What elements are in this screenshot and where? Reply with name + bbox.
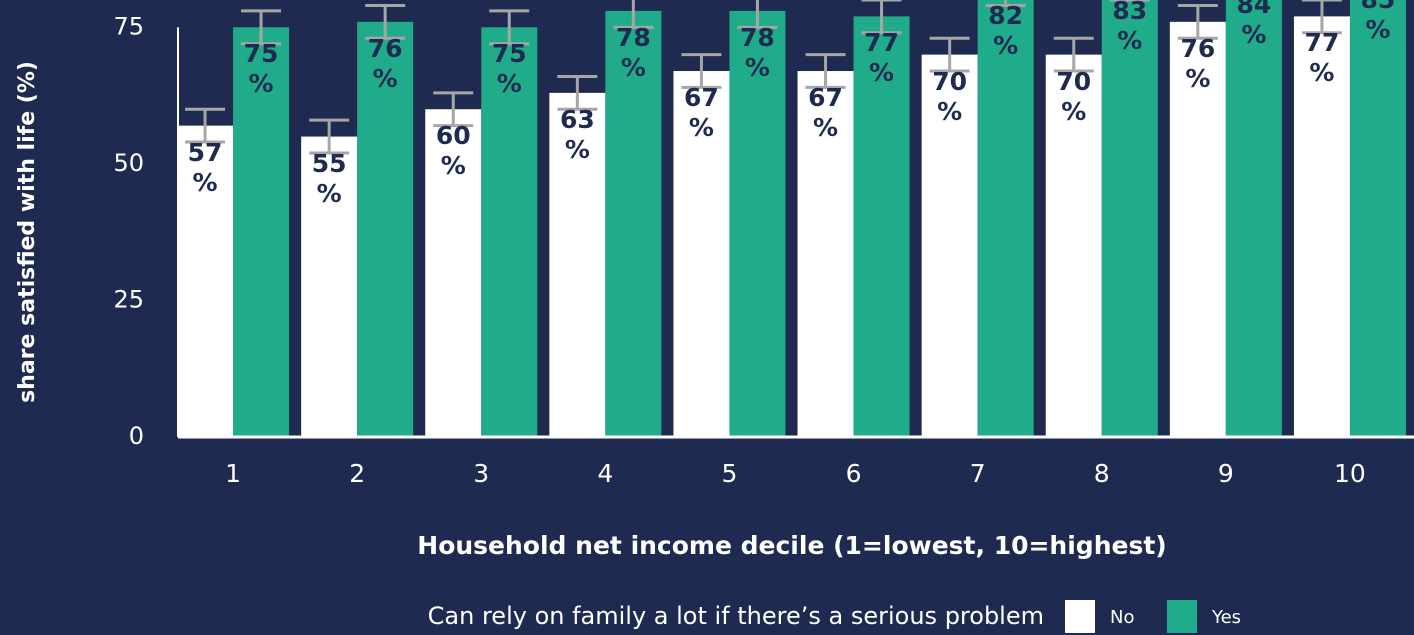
bar <box>853 16 910 437</box>
data-label: 77 % <box>1304 28 1340 88</box>
data-label: 63 % <box>559 104 595 164</box>
data-label: 75 % <box>243 39 279 99</box>
data-label: 85 % <box>1361 0 1396 44</box>
bar <box>177 125 234 437</box>
data-label: 70 % <box>932 66 968 126</box>
bar <box>1169 21 1226 437</box>
bar <box>1101 0 1158 438</box>
x-tick-label: 6 <box>846 459 862 488</box>
y-axis-title: share satisfied with life (%) <box>15 61 40 403</box>
data-label: 77 % <box>864 28 899 88</box>
x-tick-label: 10 <box>1334 459 1366 488</box>
data-label: 70 % <box>1056 66 1092 126</box>
bar <box>481 27 538 437</box>
data-label: 83 % <box>1112 0 1148 55</box>
y-tick-label: 0 <box>129 422 144 450</box>
data-label: 55 % <box>311 148 347 208</box>
data-label: 78 % <box>740 22 775 82</box>
y-tick-label: 50 <box>113 149 144 177</box>
bar <box>673 71 730 437</box>
data-label: 76 % <box>367 33 403 93</box>
y-tick-label: 75 <box>113 12 144 40</box>
x-tick-label: 3 <box>473 459 489 488</box>
x-tick-label: 2 <box>349 459 365 488</box>
bar <box>921 54 978 437</box>
x-tick-label: 1 <box>225 459 241 488</box>
data-label: 57 % <box>187 137 223 197</box>
bar <box>1349 0 1406 437</box>
data-label: 60 % <box>435 121 471 181</box>
y-tick-label: 25 <box>113 285 144 313</box>
bar <box>549 92 606 438</box>
bar <box>977 0 1034 437</box>
data-label: 84 % <box>1236 0 1272 50</box>
x-tick-label: 8 <box>1094 459 1110 488</box>
bar <box>1293 16 1350 437</box>
bar <box>1225 0 1282 438</box>
bar <box>1045 54 1102 437</box>
x-tick-label: 7 <box>970 459 986 488</box>
bar <box>357 21 414 437</box>
legend-swatch <box>1065 600 1095 633</box>
legend-label: Yes <box>1211 607 1241 628</box>
legend-title: Can rely on family a lot if there’s a se… <box>428 602 1044 630</box>
data-label: 75 % <box>491 39 527 99</box>
x-axis-title: Household net income decile (1=lowest, 1… <box>417 531 1166 560</box>
bar <box>233 27 290 437</box>
bar <box>797 71 854 437</box>
data-label: 67 % <box>684 83 719 142</box>
bar <box>605 10 662 438</box>
x-tick-label: 4 <box>597 459 613 488</box>
data-label: 67 % <box>808 83 843 142</box>
legend-label: No <box>1110 607 1134 628</box>
data-label: 78 % <box>615 22 651 82</box>
bar <box>729 10 786 438</box>
data-label: 76 % <box>1180 33 1216 93</box>
bar <box>425 109 482 437</box>
data-label: 82 % <box>988 1 1024 61</box>
x-tick-label: 5 <box>721 459 737 488</box>
x-tick-label: 9 <box>1218 459 1234 488</box>
legend-swatch <box>1167 600 1197 633</box>
bar <box>301 136 358 437</box>
